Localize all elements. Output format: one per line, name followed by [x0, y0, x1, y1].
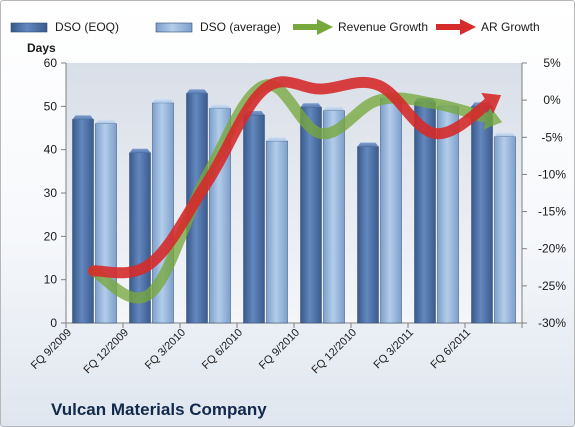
bar-dso-average: [380, 94, 402, 324]
bar-dso-eoq-body: [300, 106, 322, 324]
bar-dso-average: [494, 132, 516, 324]
y2-tick-label: 0%: [543, 93, 561, 107]
bar-dso-average-cap: [323, 106, 345, 111]
line-ar-growth-arrowhead: [481, 92, 502, 114]
bar-dso-average-cap: [266, 137, 288, 141]
legend-label: DSO (average): [200, 20, 281, 34]
bar-dso-eoq: [357, 142, 379, 324]
bar-dso-eoq-cap: [186, 89, 208, 94]
y-tick-label: 30: [44, 186, 58, 200]
bar-dso-average-body: [380, 98, 402, 324]
legend-item: DSO (average): [155, 20, 281, 34]
company-name: Vulcan Materials Company: [51, 400, 267, 419]
x-tick-label: FQ 12/2010: [310, 327, 360, 377]
x-tick-label: FQ 6/2010: [200, 327, 245, 372]
bar-dso-eoq-body: [357, 146, 379, 324]
legend-swatch: [10, 22, 48, 33]
y2-tick-label: -20%: [538, 242, 566, 256]
line-ar-growth: [88, 76, 502, 279]
y-tick-label: 20: [44, 229, 58, 243]
bar-dso-eoq-body: [72, 119, 94, 324]
bar-dso-average: [266, 137, 288, 324]
x-tick-label: FQ 6/2011: [428, 327, 473, 372]
bar-dso-eoq: [129, 148, 151, 324]
legend-label: AR Growth: [481, 20, 540, 34]
legend-arrow: [460, 19, 476, 35]
y2-tick-label: -5%: [541, 130, 563, 144]
legend-label: DSO (EOQ): [55, 20, 119, 34]
y-axis-title: Days: [27, 41, 56, 55]
bar-dso-eoq: [300, 103, 322, 324]
x-tick-label: FQ 9/2009: [29, 327, 74, 372]
y-tick-label: 10: [44, 273, 58, 287]
growth-lines: [88, 76, 503, 304]
bar-dso-average-body: [494, 136, 516, 324]
legend-item: Revenue Growth: [293, 19, 428, 35]
x-tick-label: FQ 3/2010: [143, 327, 188, 372]
bar-dso-eoq-cap: [72, 115, 94, 120]
bar-dso-eoq-cap: [300, 103, 322, 108]
legend-item: DSO (EOQ): [10, 20, 119, 34]
legend-label: Revenue Growth: [338, 20, 428, 34]
bar-dso-eoq-cap: [357, 142, 379, 147]
bar-dso-eoq-cap: [129, 148, 151, 153]
bar-dso-eoq: [243, 111, 265, 324]
x-tick-label: FQ 3/2011: [371, 327, 416, 372]
x-tick-label: FQ 9/2010: [257, 327, 302, 372]
bar-dso-average: [323, 106, 345, 324]
y2-tick-label: -15%: [538, 205, 566, 219]
legend-item: AR Growth: [436, 19, 540, 35]
line-ar-growth-path: [88, 76, 498, 279]
y2-tick-label: -25%: [538, 279, 566, 293]
bar-dso-average-body: [323, 110, 345, 324]
y-tick-label: 50: [44, 99, 58, 113]
bar-dso-average-body: [266, 140, 288, 324]
bar-dso-average-cap: [494, 132, 516, 137]
x-tick-label: FQ 12/2009: [82, 327, 132, 377]
y2-tick-label: 5%: [543, 56, 561, 70]
bar-dso-eoq-body: [243, 114, 265, 324]
y-tick-label: 60: [44, 56, 58, 70]
line-revenue-growth-arrowhead: [483, 106, 503, 130]
y2-tick-label: -30%: [538, 316, 566, 330]
y2-tick-label: -10%: [538, 167, 566, 181]
legend-arrow: [317, 19, 333, 35]
bar-dso-average-cap: [95, 119, 117, 124]
y-tick-label: 0: [50, 316, 57, 330]
bar-dso-eoq: [471, 102, 493, 324]
bar-dso-eoq: [72, 115, 94, 324]
y-tick-label: 40: [44, 143, 58, 157]
bar-dso-average-cap: [209, 104, 231, 109]
bar-dso-eoq-body: [471, 106, 493, 324]
legend-swatch: [155, 22, 193, 33]
bar-dso-average-cap: [152, 98, 174, 103]
legend: DSO (EOQ) DSO (average) Revenue Growth AR G…: [10, 19, 540, 35]
